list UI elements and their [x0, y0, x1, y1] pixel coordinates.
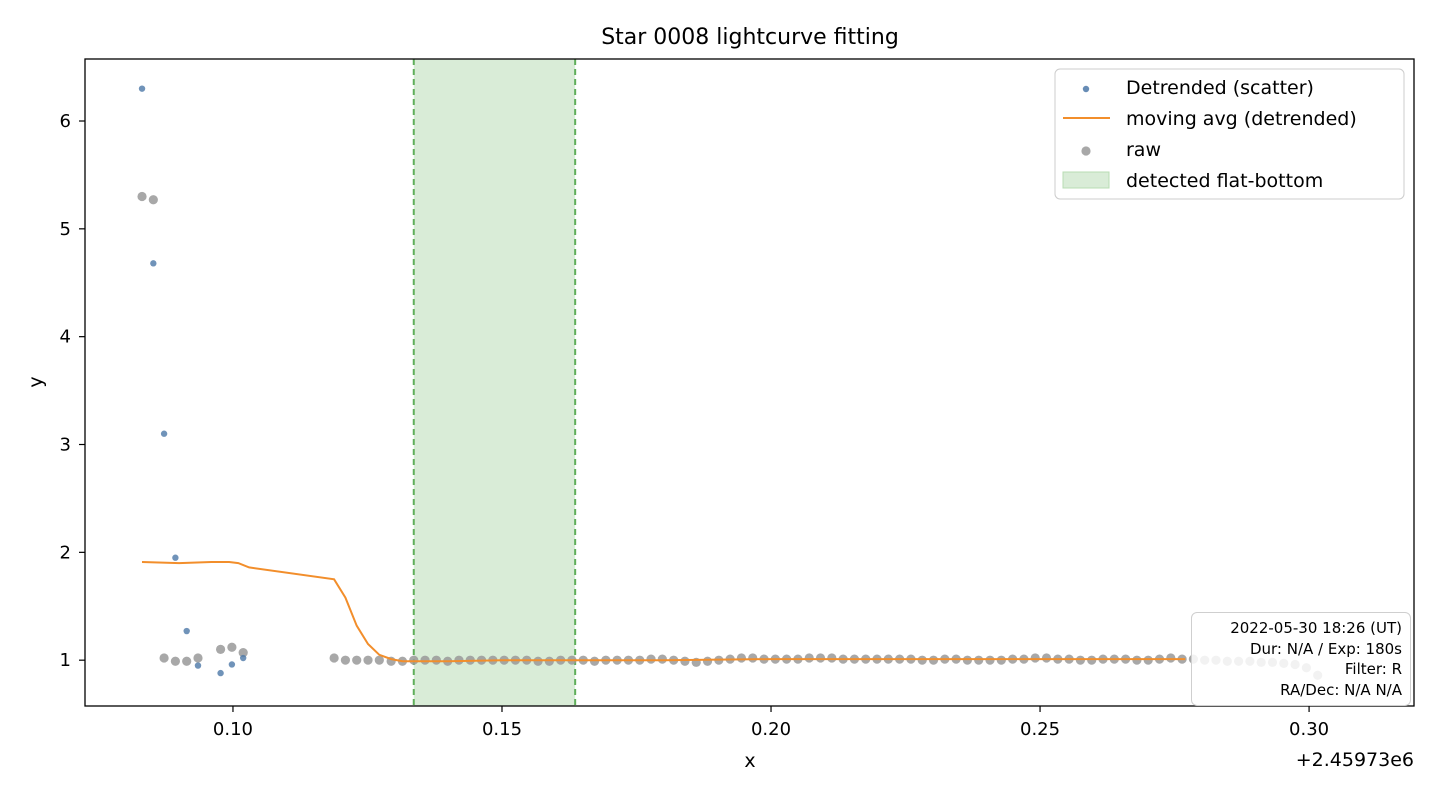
x-tick-label: 0.15 [482, 719, 522, 740]
y-axis-ticks: 1 2 3 4 5 6 [60, 111, 85, 671]
x-axis-ticks: 0.10 0.15 0.20 0.25 0.30 [213, 706, 1329, 740]
raw-point [238, 648, 248, 658]
raw-point [148, 195, 158, 205]
raw-point [702, 656, 713, 666]
raw-point [1143, 655, 1153, 665]
raw-point [431, 655, 441, 665]
flat-bottom-band [413, 59, 576, 706]
legend-box [1054, 68, 1405, 200]
info-filter: Filter: R [1344, 660, 1402, 678]
legend: Detrended (scatter) moving avg (detrended… [1054, 68, 1405, 200]
detrended-point [183, 627, 190, 635]
raw-point [646, 654, 656, 664]
x-tick-label: 0.20 [751, 719, 791, 740]
detrended-point [217, 669, 224, 677]
info-duration-exposure: Dur: N/A / Exp: 180s [1249, 639, 1402, 658]
detrended-point [138, 85, 146, 92]
raw-point [1132, 655, 1142, 665]
y-axis-label: y [25, 376, 47, 387]
legend-label: moving avg (detrended) [1126, 108, 1357, 130]
raw-point [159, 653, 169, 663]
y-tick-label: 6 [60, 111, 71, 132]
raw-point [182, 656, 192, 666]
legend-marker-dot [1082, 85, 1090, 93]
raw-point [544, 656, 554, 666]
raw-point [680, 656, 690, 666]
detrended-point [160, 430, 168, 437]
x-tick-label: 0.25 [1020, 719, 1060, 740]
legend-label: raw [1126, 139, 1161, 161]
detrended-points-layer [138, 85, 247, 677]
raw-point [329, 653, 339, 663]
raw-point [1041, 653, 1052, 663]
raw-point [827, 653, 837, 663]
raw-point [170, 656, 180, 666]
observation-info-box: 2022-05-30 18:26 (UT) Dur: N/A / Exp: 18… [1191, 612, 1411, 706]
raw-point [1087, 655, 1097, 665]
raw-point [215, 644, 226, 654]
raw-point [962, 655, 973, 665]
raw-point [363, 655, 373, 665]
detrended-point [239, 654, 247, 662]
detrended-point [150, 260, 157, 267]
raw-point [974, 655, 984, 665]
raw-point [340, 655, 351, 665]
plot-frame [84, 58, 1415, 707]
raw-point [748, 653, 758, 663]
raw-point [374, 655, 384, 665]
legend-marker-patch [1062, 171, 1110, 189]
x-tick-label: 0.30 [1289, 719, 1329, 740]
raw-point [409, 655, 419, 665]
raw-point [985, 655, 995, 665]
y-tick-label: 5 [60, 219, 71, 240]
y-tick-label: 2 [60, 542, 71, 563]
x-axis-offset-label: +2.45973e6 [1296, 749, 1414, 771]
x-axis-label: x [744, 750, 755, 772]
legend-label: detected flat-bottom [1126, 170, 1323, 192]
raw-point [815, 653, 826, 663]
raw-point [736, 653, 747, 663]
raw-point [227, 642, 237, 652]
raw-point [1075, 655, 1086, 665]
moving-average-line [141, 561, 1186, 663]
raw-point [589, 656, 600, 666]
raw-point [1166, 653, 1176, 663]
raw-point [352, 655, 362, 665]
info-date: 2022-05-30 18:26 (UT) [1230, 619, 1402, 637]
raw-point [804, 653, 814, 663]
raw-point [928, 655, 939, 665]
raw-point [137, 191, 147, 202]
legend-label: Detrended (scatter) [1126, 77, 1314, 99]
detrended-point [172, 554, 179, 561]
raw-points-layer [137, 191, 1323, 680]
legend-marker-dot [1081, 146, 1091, 156]
y-tick-label: 3 [60, 435, 71, 456]
y-tick-label: 4 [60, 327, 71, 348]
raw-point [533, 656, 543, 666]
raw-point [420, 655, 430, 665]
x-tick-label: 0.10 [213, 719, 253, 740]
chart-title: Star 0008 lightcurve fitting [601, 25, 899, 50]
raw-point [917, 655, 927, 665]
moving-average-layer [141, 561, 1186, 663]
raw-point [1030, 653, 1040, 663]
flat-bottom-band-layer [412, 59, 577, 706]
detrended-point [228, 661, 236, 668]
y-tick-label: 1 [60, 650, 71, 671]
detrended-point [194, 662, 202, 669]
raw-point [996, 655, 1006, 665]
raw-point [193, 653, 203, 663]
info-ra-dec: RA/Dec: N/A N/A [1280, 680, 1402, 699]
raw-point [657, 654, 667, 664]
